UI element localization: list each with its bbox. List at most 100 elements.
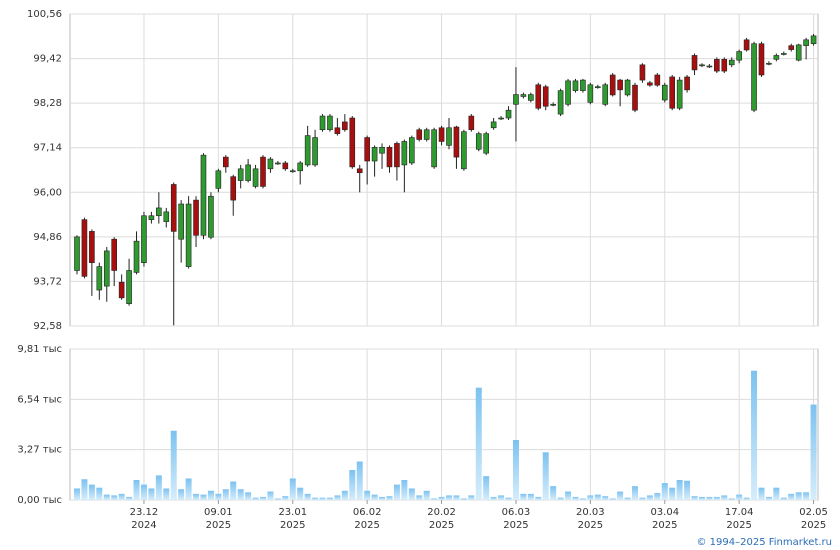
x-tick-label: 20.02 bbox=[427, 507, 456, 518]
volume-bar bbox=[74, 488, 80, 500]
volume-bar bbox=[617, 491, 624, 500]
candle-body bbox=[632, 84, 638, 111]
volume-bar bbox=[438, 496, 445, 500]
candle-body bbox=[587, 84, 594, 103]
x-tick-label: 2025 bbox=[429, 520, 454, 531]
candle-body bbox=[364, 137, 370, 162]
candle-body bbox=[334, 127, 341, 134]
y-tick-label: 9,81 тыс bbox=[17, 344, 62, 355]
volume-bar bbox=[520, 493, 527, 500]
volume-bar bbox=[512, 439, 519, 500]
volume-bar bbox=[490, 496, 497, 500]
candle-body bbox=[193, 199, 199, 236]
candle-body bbox=[475, 133, 482, 150]
candle-body bbox=[386, 147, 393, 168]
volume-bar bbox=[379, 496, 386, 500]
volume-bar bbox=[565, 491, 572, 500]
volume-bar bbox=[602, 496, 609, 500]
volume-bar bbox=[624, 497, 631, 500]
volume-bar bbox=[736, 494, 743, 500]
candle-body bbox=[684, 76, 690, 91]
volume-bar bbox=[349, 469, 356, 500]
volume-bar bbox=[178, 489, 185, 500]
candle-body bbox=[714, 59, 720, 72]
candle-body bbox=[304, 135, 311, 166]
candle-body bbox=[156, 207, 162, 217]
y-tick-label: 6,54 тыс bbox=[17, 394, 62, 405]
candle-body bbox=[282, 162, 289, 170]
volume-bar bbox=[282, 496, 289, 500]
candle-body bbox=[572, 80, 579, 91]
volume-bar bbox=[386, 496, 393, 500]
candle-body bbox=[706, 65, 713, 68]
volume-bar bbox=[193, 493, 200, 500]
volume-bar bbox=[713, 496, 720, 500]
x-tick-label: 06.03 bbox=[502, 507, 531, 518]
candle-body bbox=[401, 141, 408, 166]
volume-bar bbox=[728, 498, 735, 500]
volume-bar bbox=[148, 488, 155, 500]
volume-bar bbox=[557, 497, 564, 500]
volume-bar bbox=[632, 486, 638, 500]
footer[interactable]: © 1994–2025 Finmarket.ru bbox=[696, 537, 832, 548]
candle-body bbox=[490, 121, 497, 129]
volume-bar bbox=[118, 493, 125, 500]
candle-body bbox=[542, 86, 549, 107]
volume-bar bbox=[460, 498, 467, 500]
candle-body bbox=[505, 109, 512, 119]
volume-bar bbox=[751, 370, 758, 500]
volume-bar bbox=[81, 479, 88, 500]
candle-body bbox=[751, 43, 757, 111]
volume-bar bbox=[706, 496, 713, 500]
volume-bar bbox=[765, 496, 772, 500]
volume-bar bbox=[684, 480, 691, 500]
volume-bar bbox=[207, 490, 214, 500]
volume-bar bbox=[691, 496, 698, 500]
x-tick-label: 2025 bbox=[726, 520, 751, 531]
candle-body bbox=[371, 147, 378, 162]
volume-bar bbox=[579, 498, 586, 500]
candle-body bbox=[342, 121, 348, 131]
candle-body bbox=[223, 156, 229, 168]
volume-bar bbox=[371, 494, 378, 500]
candle-body bbox=[513, 94, 519, 105]
candle-body bbox=[676, 79, 683, 109]
volume-bar bbox=[200, 494, 207, 500]
volume-bar bbox=[326, 497, 333, 500]
volume-bar bbox=[669, 487, 676, 500]
candle-body bbox=[728, 59, 735, 66]
volume-frame bbox=[69, 348, 819, 501]
volume-bar bbox=[341, 490, 348, 500]
volume-bar bbox=[721, 495, 728, 500]
candle-body bbox=[289, 170, 296, 173]
candle-body bbox=[617, 79, 623, 91]
candle-body bbox=[170, 184, 177, 232]
volume-bar bbox=[88, 484, 95, 500]
candle-body bbox=[394, 143, 400, 168]
candle-body bbox=[699, 64, 705, 67]
volume-bar bbox=[237, 489, 244, 500]
volume-bar bbox=[304, 493, 311, 500]
price-frame bbox=[69, 13, 819, 327]
candle-body bbox=[163, 211, 170, 222]
volume-bar bbox=[609, 498, 616, 500]
volume-bar bbox=[267, 491, 274, 500]
candle-body bbox=[431, 129, 437, 168]
candle-body bbox=[565, 80, 571, 105]
volume-bar bbox=[401, 479, 408, 500]
candle-body bbox=[654, 74, 661, 86]
candle-body bbox=[810, 35, 817, 45]
volume-bar bbox=[312, 497, 319, 500]
candle-body bbox=[297, 162, 304, 172]
candle-body bbox=[178, 203, 184, 240]
y-tick-label: 97,14 bbox=[33, 143, 62, 154]
candle-body bbox=[89, 231, 95, 263]
y-tick-label: 99,42 bbox=[33, 54, 62, 65]
candle-body bbox=[356, 168, 363, 174]
candle-body bbox=[416, 129, 423, 140]
volume-bar bbox=[468, 495, 475, 500]
candle-body bbox=[96, 266, 103, 291]
volume-bar bbox=[527, 493, 534, 500]
candle-body bbox=[535, 84, 542, 109]
y-tick-label: 0,00 тыс bbox=[17, 495, 62, 506]
